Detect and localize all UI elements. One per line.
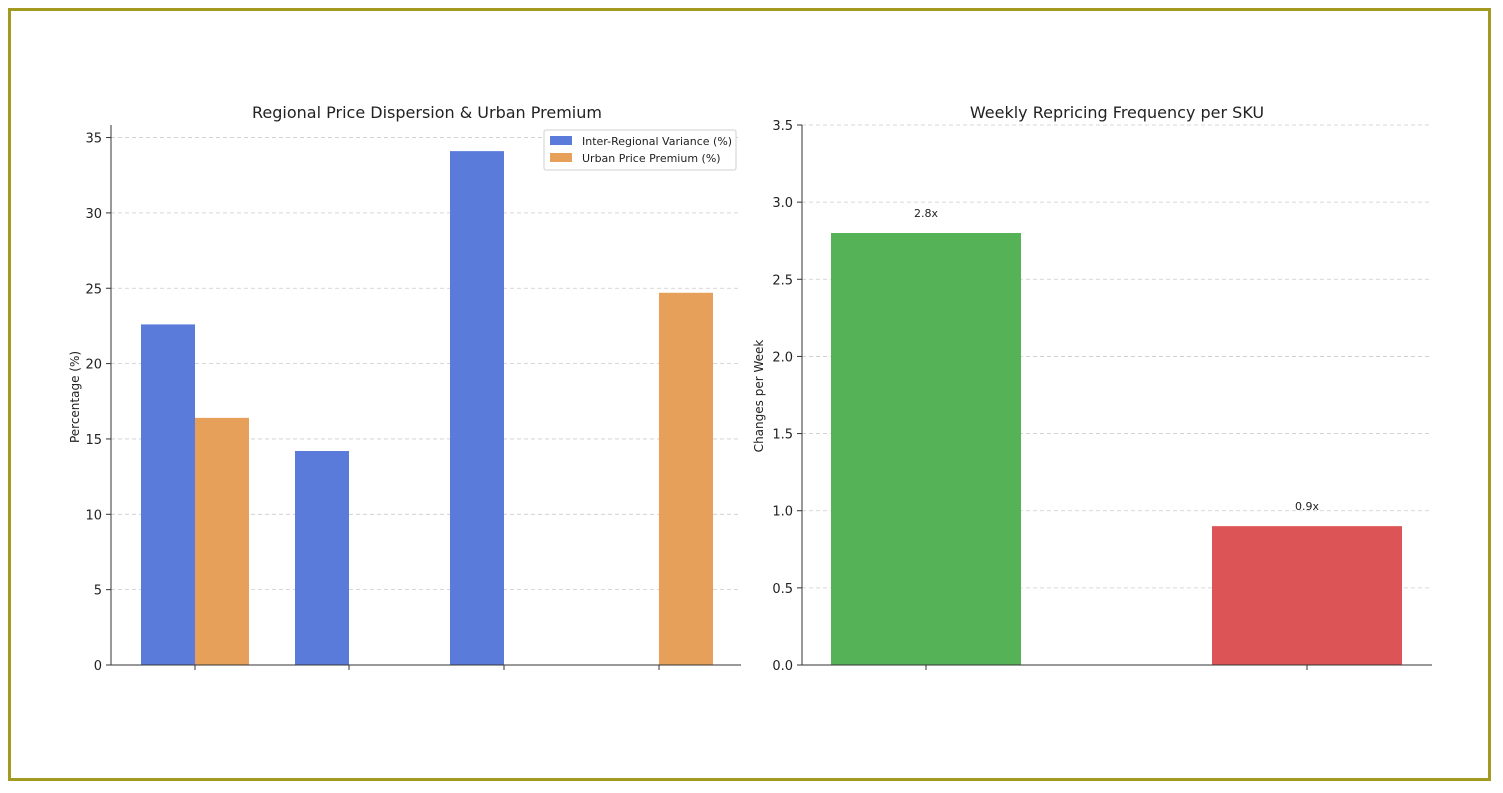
- bar-data-label: 0.9x: [1295, 500, 1319, 513]
- right-chart-title: Weekly Repricing Frequency per SKU: [970, 103, 1264, 122]
- left-chart-title: Regional Price Dispersion & Urban Premiu…: [252, 103, 602, 122]
- figure-frame: [8, 8, 1491, 781]
- left-y-tick-label: 35: [85, 132, 102, 147]
- right-y-tick-label: 2.5: [772, 273, 793, 288]
- right-y-tick-label: 0.0: [772, 659, 793, 674]
- chart-repricing-frequency: 2.8x 0.9x 0.0 0.5 1.0 1.5 2.0 2.5 3.0 3.5 Weekly…: [752, 103, 1432, 674]
- right-y-tick-label: 1.5: [772, 428, 793, 443]
- bar-inter-regional-variance: [141, 324, 195, 665]
- right-y-tick-label: 0.5: [772, 582, 793, 597]
- left-legend: Inter-Regional Variance (%) Urban Price …: [543, 129, 737, 171]
- legend-swatch-variance: [550, 136, 572, 145]
- bar-urban-price-premium: [195, 417, 249, 665]
- right-bars: 2.8x 0.9x: [831, 207, 1402, 665]
- left-y-tick-label: 25: [85, 282, 102, 297]
- bar-inter-regional-variance: [295, 451, 349, 665]
- right-y-tick-label: 3.5: [772, 119, 793, 134]
- bar-repricing-red: [1212, 526, 1402, 665]
- chart-regional-price: 0 5 10 15 20 25 30 35 Regional Price Dispersion…: [68, 103, 741, 674]
- right-y-tick-label: 2.0: [772, 350, 793, 365]
- left-y-tick-label: 0: [94, 659, 102, 674]
- left-y-tick-label: 5: [94, 584, 102, 599]
- left-y-tick-label: 15: [85, 433, 102, 448]
- right-y-tick-label: 1.0: [772, 505, 793, 520]
- bar-repricing-green: [831, 233, 1021, 665]
- bar-data-label: 2.8x: [914, 207, 938, 220]
- bar-urban-price-premium: [659, 292, 713, 665]
- legend-swatch-premium: [550, 153, 572, 162]
- right-y-axis-label: Changes per Week: [752, 340, 766, 453]
- left-y-tick-label: 30: [85, 207, 102, 222]
- right-axes: 0.0 0.5 1.0 1.5 2.0 2.5 3.0 3.5: [772, 119, 1432, 674]
- legend-label-variance: Inter-Regional Variance (%): [582, 135, 732, 148]
- legend-label-premium: Urban Price Premium (%): [582, 152, 721, 165]
- bar-inter-regional-variance: [450, 151, 504, 665]
- left-y-axis-label: Percentage (%): [68, 351, 82, 443]
- left-y-tick-label: 20: [85, 358, 102, 373]
- legend-box: [543, 129, 737, 171]
- left-bars: [141, 151, 713, 665]
- left-y-tick-label: 10: [85, 508, 102, 523]
- right-y-tick-label: 3.0: [772, 196, 793, 211]
- left-axes: 0 5 10 15 20 25 30 35: [85, 125, 741, 674]
